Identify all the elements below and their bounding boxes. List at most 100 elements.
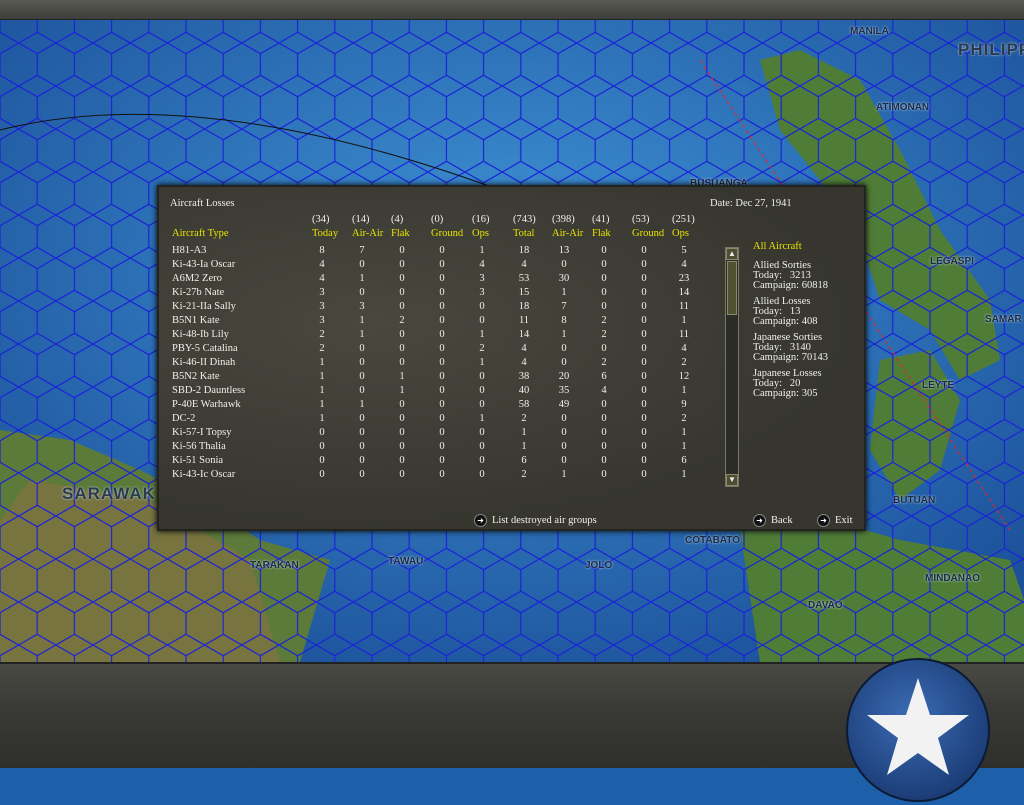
- cell-value: 0: [439, 441, 445, 452]
- cell-value: 0: [479, 315, 485, 326]
- cell-value: 0: [601, 301, 607, 312]
- aircraft-type: H81-A3: [172, 245, 207, 256]
- cell-value: 0: [479, 301, 485, 312]
- exit-button[interactable]: ➜ Exit: [818, 515, 853, 527]
- table-row[interactable]: P-40E Warhawk 1 1 0 0 0 58 49 0 0 9: [159, 399, 719, 413]
- cell-value: 0: [359, 455, 365, 466]
- summary-block: Japanese Sorties Today: 3140 Campaign: 701…: [753, 332, 828, 363]
- cell-value: 30: [558, 273, 570, 284]
- table-row[interactable]: Ki-48-Ib Lily 2 1 0 0 1 14 1 2 0 11: [159, 329, 719, 343]
- aircraft-type: B5N2 Kate: [172, 371, 220, 382]
- summary-title: Allied Sorties: [753, 260, 812, 271]
- table-row[interactable]: Ki-43-Ic Oscar 0 0 0 0 0 2 1 0 0 1: [159, 469, 719, 483]
- table-row[interactable]: H81-A3 8 7 0 0 1 18 13 0 0 5: [159, 245, 719, 259]
- table-row[interactable]: Ki-57-I Topsy 0 0 0 0 0 1 0 0 0 1: [159, 427, 719, 441]
- cell-value: 2: [601, 315, 607, 326]
- cell-value: 0: [399, 455, 405, 466]
- cell-value: 0: [479, 455, 485, 466]
- cell-value: 1: [561, 329, 567, 340]
- cell-value: 0: [439, 469, 445, 480]
- table-row[interactable]: A6M2 Zero 4 1 0 0 3 53 30 0 0 23: [159, 273, 719, 287]
- table-row[interactable]: SBD-2 Dauntless 1 0 1 0 0 40 35 4 0 1: [159, 385, 719, 399]
- cell-value: 1: [319, 371, 325, 382]
- table-row[interactable]: DC-2 1 0 0 0 1 2 0 0 0 2: [159, 413, 719, 427]
- cell-value: 1: [681, 441, 687, 452]
- cell-value: 0: [439, 329, 445, 340]
- column-header: Flak: [592, 228, 611, 239]
- cell-value: 0: [319, 441, 325, 452]
- cell-value: 1: [479, 329, 485, 340]
- cell-value: 1: [521, 441, 527, 452]
- cell-value: 12: [678, 371, 690, 382]
- allied-star-emblem: [846, 658, 990, 802]
- aircraft-type: DC-2: [172, 413, 196, 424]
- cell-value: 0: [641, 469, 647, 480]
- cell-value: 0: [399, 301, 405, 312]
- cell-value: 0: [399, 441, 405, 452]
- cell-value: 11: [678, 329, 690, 340]
- cell-value: 3: [319, 315, 325, 326]
- cell-value: 0: [641, 245, 647, 256]
- cell-value: 0: [399, 329, 405, 340]
- cell-value: 0: [641, 357, 647, 368]
- cell-value: 0: [601, 413, 607, 424]
- column-total: (16): [472, 214, 490, 225]
- cell-value: 14: [518, 329, 530, 340]
- aircraft-type: Ki-57-I Topsy: [172, 427, 232, 438]
- cell-value: 0: [601, 245, 607, 256]
- map-label: BUSUANGA: [690, 178, 748, 189]
- cell-value: 0: [439, 399, 445, 410]
- cell-value: 0: [439, 427, 445, 438]
- cell-value: 0: [561, 455, 567, 466]
- cell-value: 0: [399, 259, 405, 270]
- map-label: MINDANAO: [925, 573, 980, 584]
- cell-value: 0: [641, 287, 647, 298]
- summary-campaign: Campaign: 408: [753, 316, 818, 327]
- cell-value: 0: [561, 259, 567, 270]
- cell-value: 1: [681, 385, 687, 396]
- table-row[interactable]: Ki-56 Thalia 0 0 0 0 0 1 0 0 0 1: [159, 441, 719, 455]
- cell-value: 0: [601, 455, 607, 466]
- back-button[interactable]: ➜ Back: [754, 515, 793, 527]
- cell-value: 0: [641, 329, 647, 340]
- cell-value: 3: [319, 287, 325, 298]
- map-label: PHILIPP: [958, 40, 1024, 59]
- scrollbar[interactable]: ▲ ▼: [725, 247, 739, 487]
- cell-value: 1: [359, 273, 365, 284]
- summary-title: Allied Losses: [753, 296, 811, 307]
- cell-value: 2: [681, 357, 687, 368]
- cell-value: 1: [681, 427, 687, 438]
- cell-value: 13: [558, 245, 570, 256]
- cell-value: 0: [439, 301, 445, 312]
- table-row[interactable]: Ki-43-Ia Oscar 4 0 0 0 4 4 0 0 0 4: [159, 259, 719, 273]
- aircraft-type: Ki-43-Ia Oscar: [172, 259, 236, 270]
- cell-value: 8: [561, 315, 567, 326]
- table-row[interactable]: Ki-27b Nate 3 0 0 0 3 15 1 0 0 14: [159, 287, 719, 301]
- arrow-up-icon[interactable]: ▲: [726, 248, 738, 260]
- table-row[interactable]: Ki-51 Sonia 0 0 0 0 0 6 0 0 0 6: [159, 455, 719, 469]
- arrow-down-icon[interactable]: ▼: [726, 474, 738, 486]
- summary-block: Allied Sorties Today: 3213 Campaign: 60818: [753, 260, 828, 291]
- scrollbar-thumb[interactable]: [727, 261, 737, 315]
- cell-value: 0: [439, 371, 445, 382]
- cell-value: 0: [561, 427, 567, 438]
- cell-value: 1: [479, 245, 485, 256]
- table-row[interactable]: B5N1 Kate 3 1 2 0 0 11 8 2 0 1: [159, 315, 719, 329]
- cell-value: 2: [319, 343, 325, 354]
- cell-value: 0: [641, 259, 647, 270]
- list-destroyed-air-groups-button[interactable]: ➜ List destroyed air groups: [475, 515, 597, 527]
- table-row[interactable]: Ki-21-IIa Sally 3 3 0 0 0 18 7 0 0 11: [159, 301, 719, 315]
- table-row[interactable]: B5N2 Kate 1 0 1 0 0 38 20 6 0 12: [159, 371, 719, 385]
- cell-value: 18: [518, 245, 530, 256]
- cell-value: 0: [479, 399, 485, 410]
- cell-value: 4: [601, 385, 607, 396]
- cell-value: 0: [319, 455, 325, 466]
- table-row[interactable]: PBY-5 Catalina 2 0 0 0 2 4 0 0 0 4: [159, 343, 719, 357]
- table-row[interactable]: Ki-46-II Dinah 1 0 0 0 1 4 0 2 0 2: [159, 357, 719, 371]
- cell-value: 0: [399, 413, 405, 424]
- cell-value: 11: [678, 301, 690, 312]
- cell-value: 1: [399, 371, 405, 382]
- cell-value: 2: [319, 329, 325, 340]
- cell-value: 0: [479, 385, 485, 396]
- cell-value: 0: [561, 441, 567, 452]
